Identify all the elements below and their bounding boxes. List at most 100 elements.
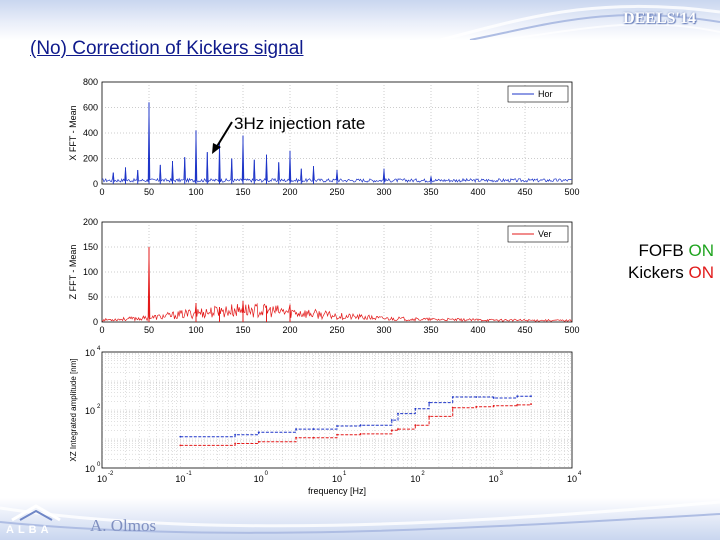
int-point-hor [428,401,431,404]
int-xtick-exponent: 2 [421,471,425,477]
hor-fft-xtick-label: 450 [517,187,532,197]
int-xtick-exponent: 3 [500,471,504,477]
hor-fft-ytick-label: 0 [93,179,98,189]
int-ytick-exponent: 0 [97,462,101,468]
int-point-ver [492,404,495,407]
ver-fft-xtick-label: 150 [235,325,250,335]
hor-fft-ytick-label: 600 [83,103,98,113]
ver-fft-ytick-label: 200 [83,217,98,227]
int-point-ver [451,406,454,409]
fft-chart-stack: 0 50 100 150 200 250 300 350 400 450 5000200400600… [68,77,582,496]
ver-fft-xtick-label: 0 [99,325,104,335]
author-label: A. Olmos [90,516,157,535]
int-point-ver [397,428,399,430]
int-xtick-label: 10 [175,474,185,484]
hor-fft-ytick-label: 200 [83,154,98,164]
int-point-hor [475,396,478,398]
int-point-ver [336,433,338,436]
int-point-ver [390,429,393,432]
ver-fft-ytick-label: 0 [93,317,98,327]
hor-fft-xtick-label: 350 [423,187,438,197]
int-point-ver [179,444,182,447]
hor-fft-xtick-label: 300 [376,187,391,197]
injection-rate-annotation: 3Hz injection rate [234,114,366,133]
int-xtick-label: 10 [332,474,342,484]
ver-fft-legend-label: Ver [538,229,552,239]
hor-fft-xtick-label: 200 [282,187,297,197]
ver-fft-series-line [101,246,573,322]
ver-fft-xtick-label: 50 [144,325,154,335]
int-point-ver [428,415,431,418]
int-point-hor [390,419,393,421]
hor-fft-ytick-label: 400 [83,128,98,138]
int-point-hor [516,395,519,398]
int-point-hor [179,435,182,438]
int-xtick-exponent: -1 [186,471,192,477]
int-xlabel: frequency [Hz] [308,486,366,496]
header-swirl-decoration [440,4,720,40]
ver-fft-ylabel: Z FFT - Mean [68,245,78,300]
int-point-ver [312,436,315,439]
int-point-hor [312,428,315,430]
footer-swirl-decoration [0,500,720,534]
int-xtick-label: 10 [97,474,107,484]
hor-fft-xtick-label: 250 [329,187,344,197]
int-point-ver [234,442,236,445]
int-point-hor [397,412,399,415]
int-xtick-label: 10 [489,474,499,484]
int-xtick-label: 10 [410,474,420,484]
hor-fft-xtick-label: 100 [188,187,203,197]
int-ytick-label: 10 [85,464,95,474]
ver-fft-xtick-label: 450 [517,325,532,335]
chart-figure: 0 50 100 150 200 250 300 350 400 450 500 0 200 400 600… [62,74,588,496]
fofb-label: FOFB [638,241,689,260]
hor-fft-ylabel: X FFT - Mean [68,105,78,160]
int-point-ver [295,436,297,439]
int-point-ver [414,424,417,427]
kickers-state: ON [688,263,715,282]
ver-fft-xtick-label: 350 [423,325,438,335]
int-xtick-exponent: 1 [343,471,347,477]
int-ylabel: XZ Integrated amplitude [nm] [69,358,78,461]
ver-fft-xtick-label: 250 [329,325,344,335]
fofb-state: ON [688,241,715,260]
hor-fft-xtick-label: 500 [564,187,579,197]
int-point-ver [257,440,260,443]
int-xtick-exponent: 0 [265,471,269,477]
int-point-hor [530,395,532,398]
footer-band [0,498,720,540]
int-point-hor [492,397,495,399]
int-point-hor [359,424,362,427]
int-point-hor [414,407,417,410]
ver-fft-ytick-label: 150 [83,242,98,252]
hor-fft-legend-label: Hor [538,89,553,99]
int-point-ver [359,432,362,435]
int-ytick-exponent: 2 [97,404,101,410]
hor-fft-ytick-label: 800 [83,77,98,87]
hor-fft-xtick-label: 150 [235,187,250,197]
logo-text: ALBA [6,524,53,536]
header-band [0,0,720,40]
int-point-ver [530,403,532,405]
ver-fft-xtick-label: 300 [376,325,391,335]
int-ytick-exponent: 4 [97,346,101,352]
int-point-hor [295,428,297,430]
int-xtick-exponent: -2 [108,471,114,477]
hor-fft-xtick-label: 0 [99,187,104,197]
int-ytick-label: 10 [85,348,95,358]
int-xtick-label: 10 [254,474,264,484]
alba-logo [11,504,61,522]
int-xtick-label: 10 [567,474,577,484]
kickers-status: Kickers ON [628,262,714,284]
int-point-hor [257,431,260,434]
ver-fft-legend-box [507,225,569,243]
int-point-hor [336,425,338,427]
conference-label: DEELS'14 [623,10,696,27]
ver-fft-xtick-label: 400 [470,325,485,335]
hor-fft-xtick-label: 400 [470,187,485,197]
int-point-ver [475,405,478,408]
hor-fft-legend-box [507,85,569,103]
int-series-hor [180,395,531,438]
int-ytick-label: 10 [85,406,95,416]
ver-fft-ytick-label: 100 [83,267,98,277]
